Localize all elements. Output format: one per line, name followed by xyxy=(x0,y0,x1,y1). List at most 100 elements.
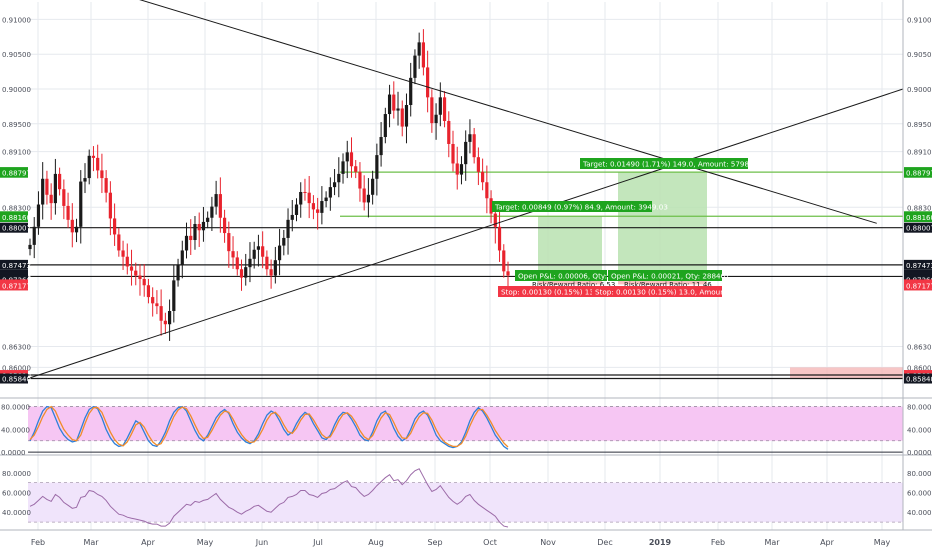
x-tick-label: Apr xyxy=(141,538,156,547)
price-tag-right-bg xyxy=(904,222,932,233)
candle-body xyxy=(442,97,447,122)
rsi-tick-right: 80.0000 xyxy=(907,470,932,478)
candle-body xyxy=(142,278,146,286)
price-tag-right: 0.87473 xyxy=(904,259,932,270)
price-tag-left-bg xyxy=(0,280,28,291)
candle-body xyxy=(404,105,409,127)
candle-body xyxy=(261,246,265,257)
candle-body xyxy=(269,269,273,276)
candle-body xyxy=(328,187,332,198)
candle-body xyxy=(421,42,425,68)
price-tag-right-text: 0.87177 xyxy=(906,282,932,290)
trade-2-stop-label-bg xyxy=(592,286,722,297)
price-tag-left-bg xyxy=(0,274,28,285)
stoch-line-D xyxy=(29,405,509,448)
price-tag-left-text: 0.88160 xyxy=(2,214,31,222)
candle-body xyxy=(341,161,345,174)
candle-body xyxy=(180,250,184,266)
x-tick-label: Feb xyxy=(711,538,725,547)
trade-1-open-label-bg xyxy=(515,270,607,281)
candle-body xyxy=(91,155,96,158)
x-tick-label: Sep xyxy=(427,538,442,547)
candle-body xyxy=(464,141,468,165)
price-tag-left-text: 0.85840 xyxy=(2,376,31,384)
candle-body xyxy=(167,311,172,325)
candles xyxy=(28,29,510,341)
stop-zone-3 xyxy=(790,367,903,379)
y-tick-label-left: 0.86300 xyxy=(2,343,31,351)
candle-body xyxy=(311,203,316,210)
trade-2-target-label-bg xyxy=(580,158,748,169)
candle-body xyxy=(62,189,66,206)
stoch-tick-right: 0.0000 xyxy=(907,449,932,457)
trade-1-target-label: Target: 0.00849 (0.97%) 84.9, Amount: 39… xyxy=(492,201,668,212)
candle-body xyxy=(273,260,277,276)
price-tag-left-bg xyxy=(0,212,28,223)
x-tick-label: Mar xyxy=(764,538,780,547)
stoch-tick-left: 80.0000 xyxy=(1,404,30,412)
trade-1-open-label: Open P&L: 0.00006, Qty: 28 xyxy=(515,270,619,281)
price-tag-right: 0.88007 xyxy=(904,222,932,233)
candle-body xyxy=(235,257,239,270)
x-tick-label: Nov xyxy=(540,538,556,547)
candle-body xyxy=(455,163,459,175)
candle-body xyxy=(476,157,480,172)
candle-body xyxy=(337,173,341,183)
candle-body xyxy=(96,157,100,171)
candle-body xyxy=(252,249,256,259)
price-tag-left-bg xyxy=(0,259,28,270)
candle-body xyxy=(45,178,49,195)
stoch-tick-left: 40.0000 xyxy=(1,426,30,434)
candle-body xyxy=(201,221,206,231)
price-tag-left-bg xyxy=(0,167,28,178)
rsi-band xyxy=(28,482,903,523)
candle-body xyxy=(159,306,163,321)
target-zone-2 xyxy=(618,172,707,277)
trade-2-target-label: Target: 0.01490 (1.71%) 149.0, Amount: 5… xyxy=(580,158,761,169)
candle-body xyxy=(36,204,41,227)
candle-body xyxy=(113,218,117,235)
candle-body xyxy=(400,108,404,127)
candle-body xyxy=(307,192,311,204)
candle-body xyxy=(345,152,349,162)
candle-body xyxy=(176,265,180,281)
trendlines xyxy=(27,0,904,379)
candle-body xyxy=(468,134,472,142)
stoch-tick-right: 80.0000 xyxy=(907,404,932,412)
trade-1-open-label-text: Open P&L: 0.00006, Qty: 28 xyxy=(518,272,619,281)
y-tick-label-left: 0.88300 xyxy=(2,204,31,212)
candle-body xyxy=(121,250,125,257)
price-tag-right-text: 0.87473 xyxy=(906,262,932,270)
rsi-tick-right: 60.0000 xyxy=(907,490,932,498)
stoch-line-K xyxy=(29,405,509,450)
candle-body xyxy=(117,234,121,251)
price-tag-left-text: 0.88797 xyxy=(2,170,31,178)
horizontal-levels xyxy=(28,171,903,380)
candle-body xyxy=(210,206,214,218)
price-tag-left: 0.88007 xyxy=(0,222,31,233)
trade-2-target-label-text: Target: 0.01490 (1.71%) 149.0, Amount: 5… xyxy=(582,160,761,169)
candle-body xyxy=(493,213,497,227)
candle-body xyxy=(189,235,193,241)
trendline-descending xyxy=(139,0,877,224)
target-zone-1 xyxy=(538,216,602,277)
price-tag-left-bg xyxy=(0,373,28,384)
candle-body xyxy=(438,97,442,115)
candle-body xyxy=(294,204,299,215)
candle-body xyxy=(286,219,290,238)
trade-labels: Target: 0.00849 (0.97%) 84.9, Amount: 39… xyxy=(492,158,761,297)
price-tag-left: 0.87473 xyxy=(0,259,31,270)
candle-body xyxy=(74,226,79,233)
x-tick-label: Mar xyxy=(83,538,99,547)
candle-body xyxy=(303,191,307,193)
y-tick-label-right: 0.86000 xyxy=(907,364,932,372)
candle-body xyxy=(481,171,485,183)
candle-body xyxy=(324,197,328,202)
y-tick-label-right: 0.91000 xyxy=(907,16,932,24)
candle-body xyxy=(316,209,320,213)
x-tick-label: 2019 xyxy=(649,538,672,547)
trade-1-stop-label-bg xyxy=(498,286,594,297)
rsi-tick-left: 80.0000 xyxy=(2,470,31,478)
candle-body xyxy=(489,198,493,214)
